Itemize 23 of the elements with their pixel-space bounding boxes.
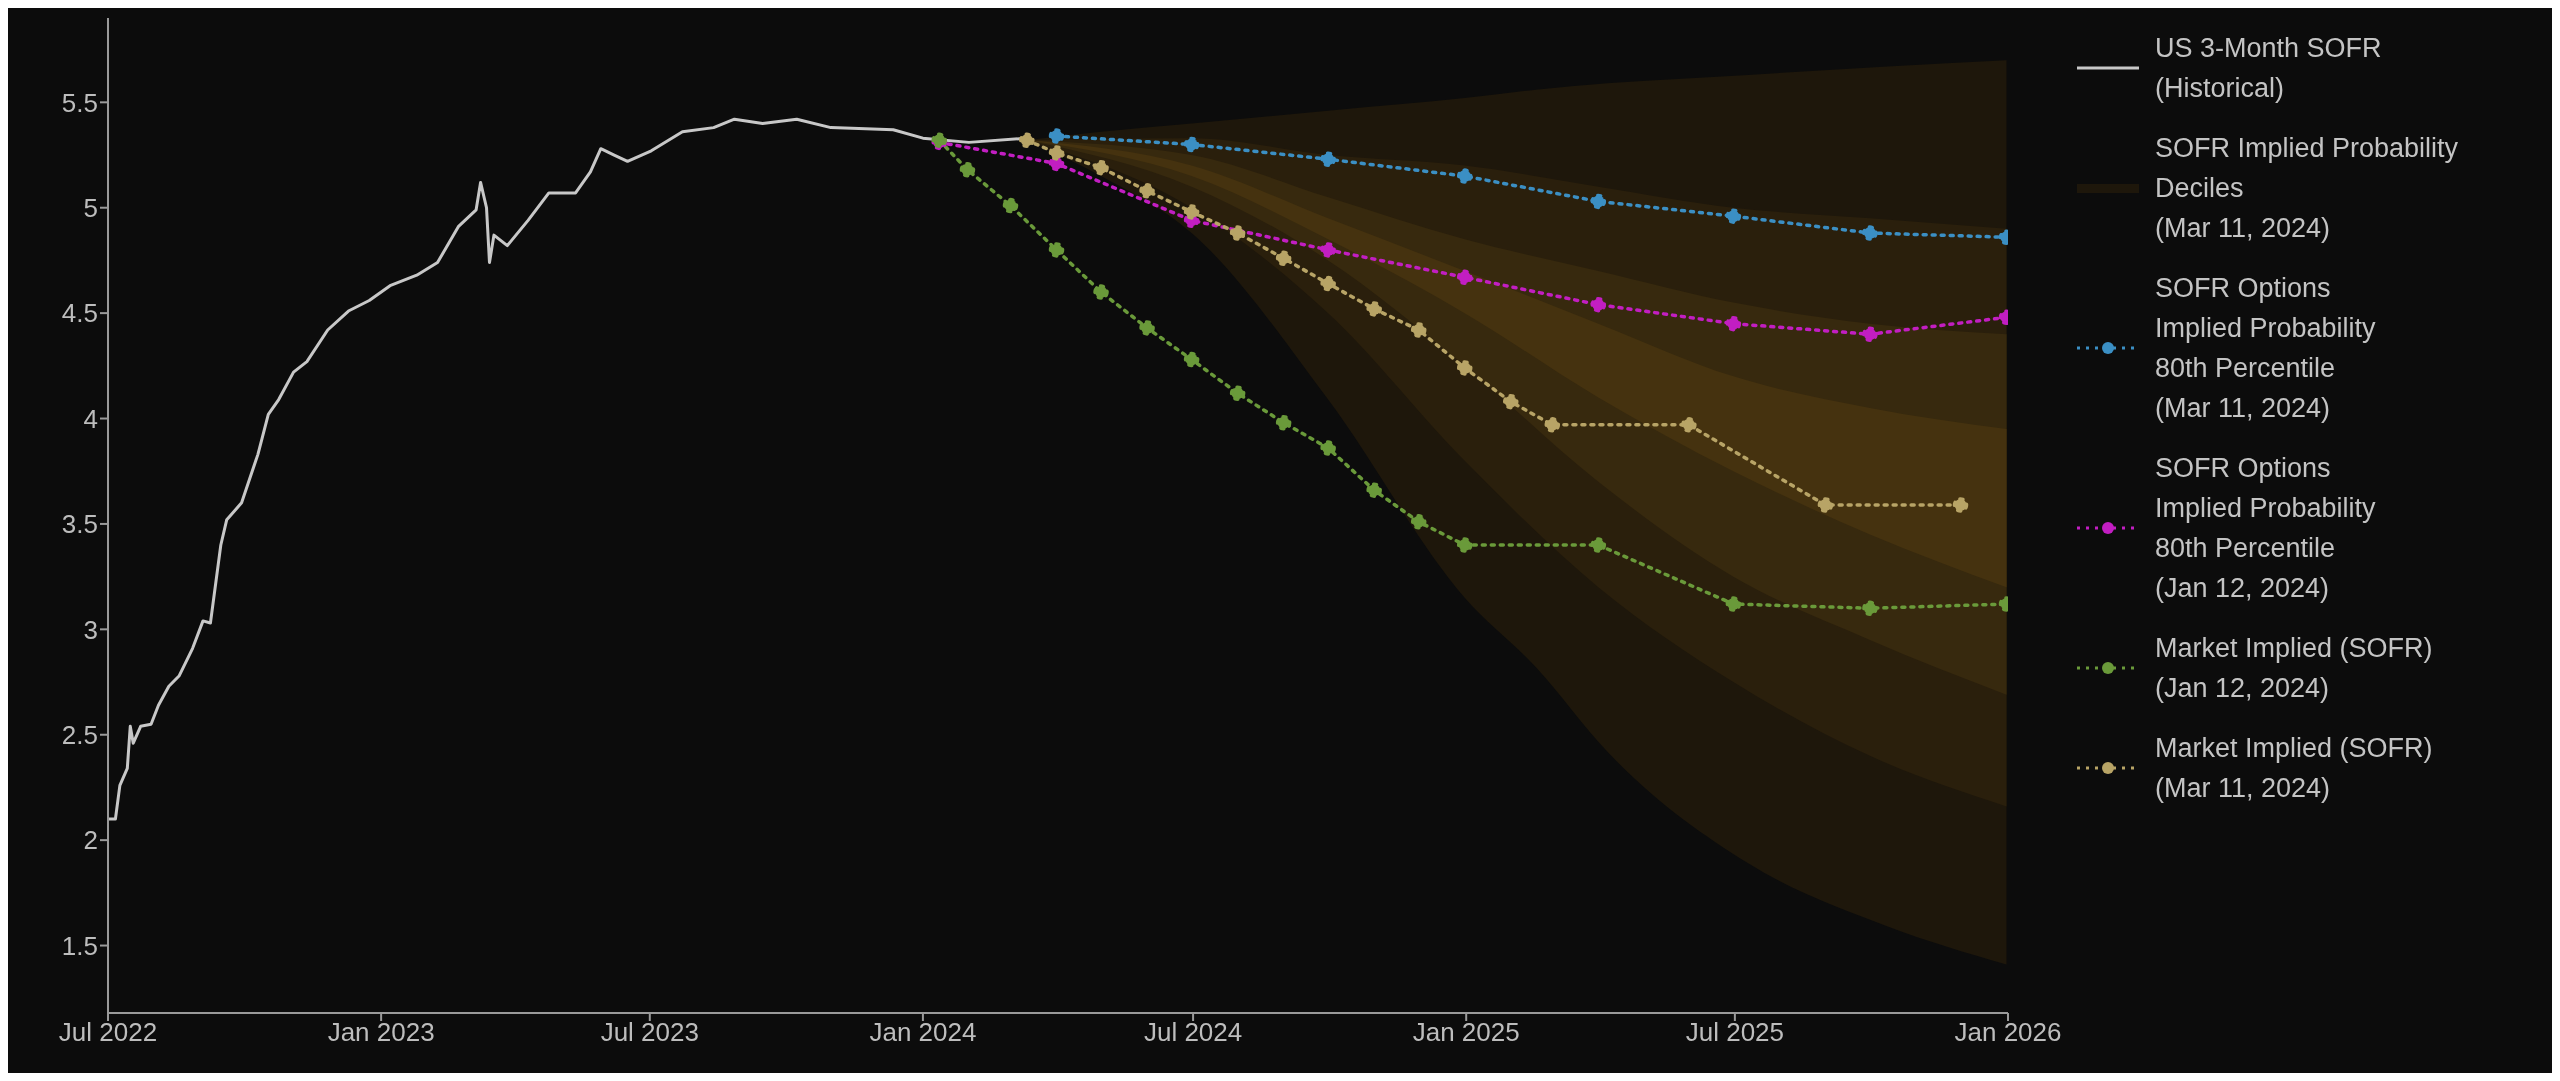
y-tick-label: 5.5: [61, 87, 98, 118]
x-tick-label: Jan 2024: [869, 1017, 977, 1048]
x-tick-label: Jul 2025: [1685, 1017, 1785, 1048]
y-tick-label: 2: [83, 825, 98, 856]
x-tick-label: Jan 2023: [327, 1017, 435, 1048]
x-tick-label: Jul 2022: [58, 1017, 158, 1048]
legend-label: SOFR Options Implied Probability 80th Percentile (Jan 12, 2024): [2155, 452, 2376, 605]
y-tick-label: 3: [83, 614, 98, 645]
legend-label: Market Implied (SOFR) (Mar 11, 2024): [2155, 732, 2433, 805]
legend-label: US 3-Month SOFR (Historical): [2155, 32, 2382, 105]
legend-label: Market Implied (SOFR) (Jan 12, 2024): [2155, 632, 2433, 705]
x-tick-label: Jan 2025: [1412, 1017, 1520, 1048]
legend-label: SOFR Options Implied Probability 80th Percentile (Mar 11, 2024): [2155, 272, 2376, 425]
y-tick-label: 1.5: [61, 930, 98, 961]
y-tick-label: 4: [83, 403, 98, 434]
legend-label: SOFR Implied Probability Deciles (Mar 11, 2024): [2155, 132, 2460, 245]
x-tick-label: Jan 2026: [1954, 1017, 2062, 1048]
y-tick-label: 2.5: [61, 719, 98, 750]
y-tick-label: 5: [83, 192, 98, 223]
x-tick-label: Jul 2023: [600, 1017, 699, 1048]
x-tick-label: Jul 2024: [1143, 1017, 1243, 1048]
y-tick-label: 4.5: [61, 298, 98, 329]
y-tick-label: 3.5: [61, 509, 98, 540]
